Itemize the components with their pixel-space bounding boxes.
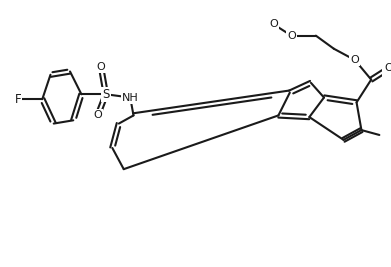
Text: O: O [97, 62, 105, 72]
Text: O: O [385, 63, 391, 73]
Text: F: F [14, 93, 21, 106]
Text: O: O [287, 31, 296, 41]
Text: NH: NH [122, 93, 139, 103]
Text: S: S [102, 88, 109, 101]
Text: O: O [93, 111, 102, 120]
Text: O: O [351, 55, 359, 65]
Text: O: O [269, 19, 278, 29]
